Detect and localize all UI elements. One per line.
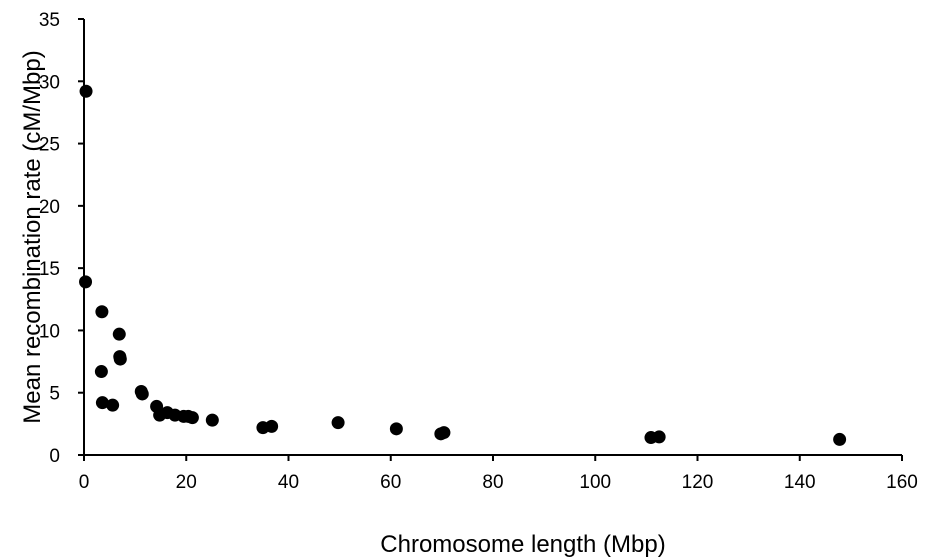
- data-point: [833, 432, 847, 446]
- x-tick-label: 100: [579, 472, 611, 493]
- data-point: [135, 387, 149, 401]
- y-axis-ticks: 0 5 10 15 20 25 30 35: [39, 10, 84, 467]
- data-point: [95, 396, 109, 410]
- y-tick-label: 5: [49, 384, 60, 405]
- data-point: [79, 84, 93, 98]
- y-axis-title: Mean recombination rate (cM/Mbp): [19, 50, 46, 423]
- data-point: [112, 327, 126, 341]
- y-tick-label: 15: [39, 259, 60, 280]
- axes: [83, 19, 902, 456]
- data-point: [389, 422, 403, 436]
- x-axis-ticks: 0 20 40 60 80 100 120 140 160: [79, 455, 918, 493]
- data-point: [106, 398, 120, 412]
- data-point: [79, 275, 93, 289]
- x-axis-title: Chromosome length (Mbp): [380, 531, 665, 558]
- data-point: [185, 411, 199, 425]
- x-tick-label: 60: [380, 472, 401, 493]
- data-point: [265, 419, 279, 433]
- data-points: [79, 84, 847, 446]
- data-point: [205, 413, 219, 427]
- x-tick-label: 0: [79, 472, 90, 493]
- data-point: [94, 365, 108, 379]
- x-tick-label: 80: [482, 472, 503, 493]
- y-tick-label: 20: [39, 197, 60, 218]
- y-tick-label: 30: [39, 72, 60, 93]
- data-point: [652, 430, 666, 444]
- y-tick-label: 25: [39, 135, 60, 156]
- x-tick-label: 40: [278, 472, 299, 493]
- y-tick-label: 0: [49, 446, 60, 467]
- y-tick-label: 10: [39, 321, 60, 342]
- data-point: [437, 426, 451, 440]
- data-point: [113, 352, 127, 366]
- data-point: [95, 305, 109, 319]
- y-tick-label: 35: [39, 10, 60, 31]
- x-tick-label: 140: [784, 472, 816, 493]
- data-point: [331, 416, 345, 430]
- x-tick-label: 120: [682, 472, 714, 493]
- x-tick-label: 20: [176, 472, 197, 493]
- x-tick-label: 160: [886, 472, 918, 493]
